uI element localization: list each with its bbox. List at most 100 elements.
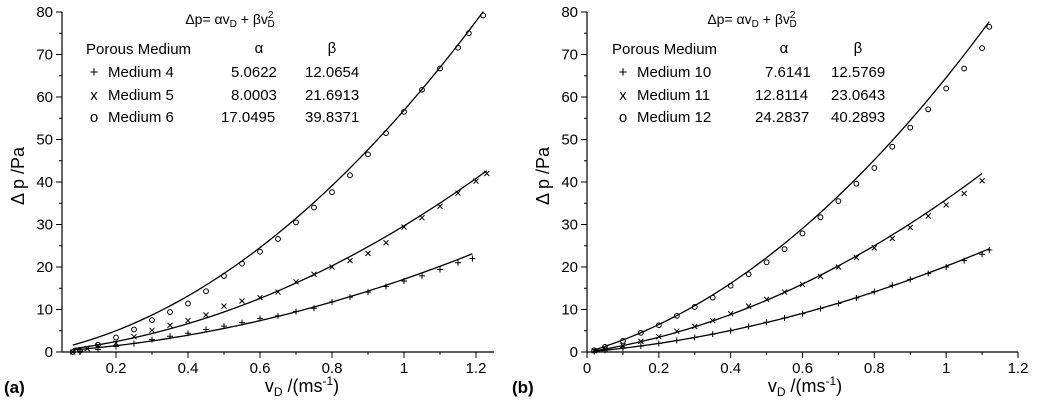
panel-label: (b): [512, 378, 534, 397]
panel-a: (a) Δ p /Pa vD /(ms-1) Δp= αvD + βv2 D Po…: [4, 4, 494, 399]
x-tick-label: 0.8: [864, 360, 885, 377]
data-point-cross: [871, 245, 878, 251]
y-tick-label: 60: [36, 89, 53, 106]
x-tick-label: 1.2: [466, 360, 487, 377]
data-point-cross: [709, 317, 716, 324]
data-point-cross: [95, 342, 101, 349]
data-point-circle: [602, 344, 608, 350]
data-point-plus: [835, 300, 842, 307]
data-point-cross: [483, 170, 490, 177]
data-point-circle: [727, 282, 734, 289]
y-tick-label: 40: [561, 174, 578, 191]
data-point-circle: [763, 259, 770, 266]
table-marker: x: [619, 87, 627, 104]
y-tick-label: 30: [36, 217, 53, 234]
data-point-cross: [149, 327, 155, 334]
table-beta: 12.5769: [831, 64, 885, 81]
data-point-plus: [329, 298, 335, 305]
data-point-plus: [979, 251, 986, 258]
data-point-plus: [853, 295, 860, 302]
y-tick-label: 60: [561, 89, 578, 106]
x-tick-label: 0.8: [322, 360, 343, 377]
table-beta: 12.0654: [305, 64, 359, 81]
fit-curve: [72, 170, 488, 350]
table-beta: 40.2893: [831, 109, 885, 126]
data-point-cross: [673, 328, 680, 335]
data-point-plus: [383, 283, 389, 290]
data-point-cross: [853, 254, 860, 261]
table-alpha: 17.0495: [221, 109, 275, 126]
table-marker: +: [619, 64, 628, 81]
table-medium-name: Medium 11: [637, 87, 710, 104]
data-point-circle: [853, 180, 860, 187]
data-point-circle: [401, 108, 407, 115]
data-point-cross: [84, 345, 91, 352]
data-point-plus: [347, 294, 353, 301]
data-point-cross: [203, 312, 209, 318]
data-point-plus: [655, 340, 662, 347]
data-point-cross: [383, 239, 389, 246]
data-point-cross: [763, 296, 770, 303]
table-beta: 23.0643: [831, 87, 885, 104]
data-point-circle: [817, 214, 824, 221]
data-point-plus: [727, 327, 734, 334]
fit-curve: [72, 11, 484, 346]
data-point-circle: [591, 347, 598, 354]
y-tick-label: 20: [561, 259, 578, 276]
data-point-plus: [781, 315, 788, 321]
data-point-circle: [311, 204, 317, 211]
data-point-cross: [620, 342, 626, 349]
data-point-circle: [95, 341, 101, 348]
y-tick-label: 50: [36, 132, 53, 149]
table-medium-name: Medium 6: [108, 109, 174, 126]
data-point-cross: [365, 250, 371, 257]
y-tick-label: 70: [36, 47, 53, 64]
data-point-cross: [979, 177, 985, 184]
data-point-cross: [745, 303, 752, 309]
data-point-cross: [943, 202, 950, 208]
data-point-plus: [943, 264, 950, 270]
data-point-cross: [781, 289, 788, 295]
panel-label: (a): [4, 378, 25, 397]
data-point-plus: [763, 319, 770, 326]
data-point-cross: [113, 340, 119, 346]
data-point-circle: [203, 288, 209, 295]
data-point-cross: [655, 333, 662, 340]
fit-formula: Δp= αvD + βv2 D: [185, 10, 274, 30]
table-marker: o: [90, 109, 98, 126]
table-alpha: 7.6141: [765, 64, 811, 81]
data-point-plus: [167, 333, 173, 340]
y-tick-label: 0: [570, 344, 578, 361]
data-point-plus: [817, 305, 824, 312]
data-point-cross: [455, 190, 461, 196]
table-medium-name: Medium 12: [637, 109, 711, 126]
data-point-circle: [943, 85, 950, 92]
data-point-circle: [329, 189, 335, 196]
data-point-circle: [347, 172, 353, 179]
data-point-plus: [149, 336, 155, 343]
table-beta: 21.6913: [305, 87, 359, 104]
data-point-circle: [113, 334, 119, 341]
data-point-circle: [77, 347, 83, 354]
y-axis-label: Δ p /Pa: [533, 146, 553, 205]
fit-formula: Δp= αvD + βv2 D: [707, 10, 796, 30]
y-tick-label: 50: [561, 132, 578, 149]
data-point-circle: [799, 230, 806, 237]
data-point-circle: [221, 273, 227, 279]
x-tick-label: 0.2: [106, 360, 127, 377]
x-tick-label: 1.2: [1008, 360, 1029, 377]
panel-b: (b) Δ p /Pa vD /(ms-1) Δp= αvD + βv2 D Po…: [512, 4, 1028, 399]
table-marker: x: [90, 87, 98, 104]
data-point-plus: [907, 276, 914, 283]
data-point-circle: [889, 143, 896, 150]
data-point-circle: [673, 312, 680, 319]
data-point-circle: [293, 219, 299, 226]
data-point-circle: [691, 304, 698, 310]
data-point-cross: [437, 203, 443, 210]
data-point-cross: [727, 310, 734, 317]
data-point-plus: [131, 340, 137, 347]
x-tick-label: 0: [583, 360, 591, 377]
data-point-plus: [239, 319, 245, 326]
data-point-circle: [835, 198, 842, 205]
table-marker: +: [90, 64, 99, 81]
